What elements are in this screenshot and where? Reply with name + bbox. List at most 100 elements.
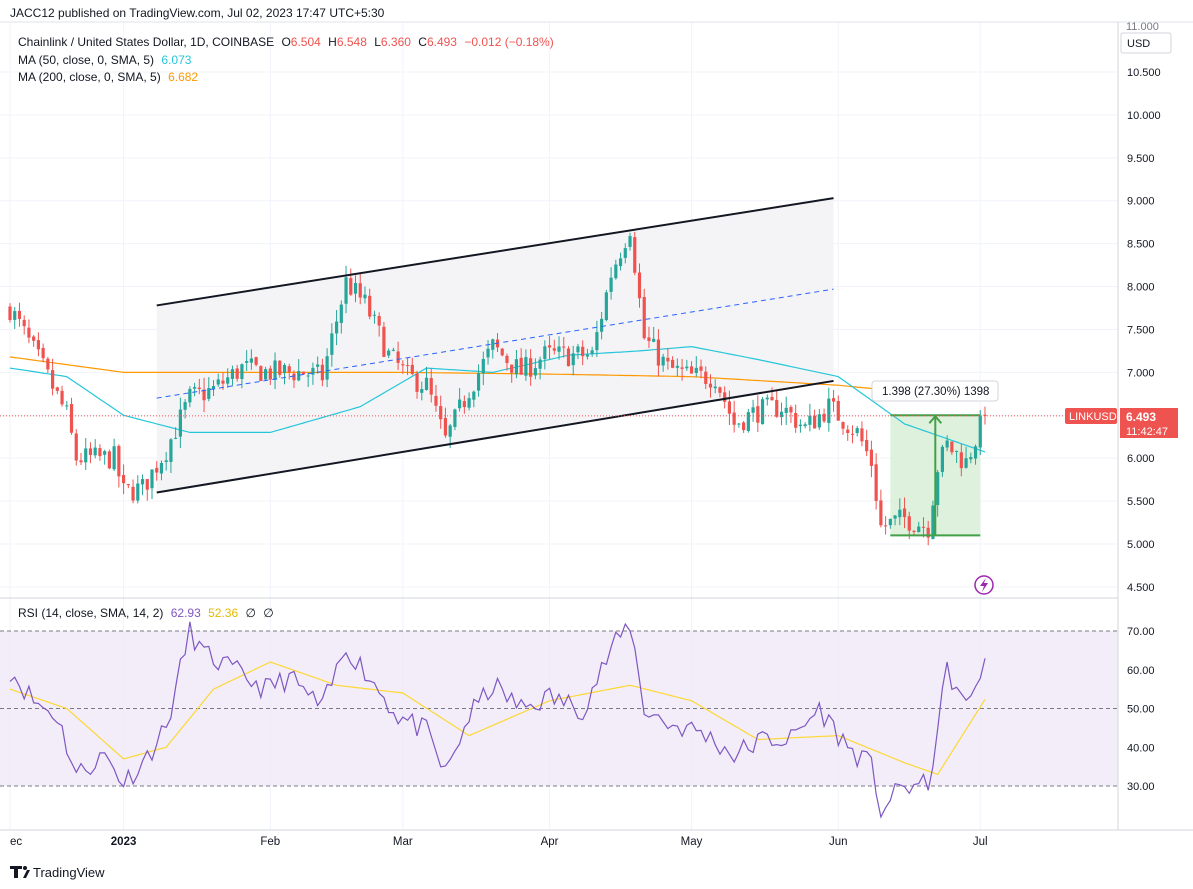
candle [249, 349, 253, 370]
candle [387, 348, 391, 359]
candle [505, 353, 509, 371]
ma50-legend-value: 6.073 [161, 53, 191, 67]
candle [794, 404, 798, 433]
candle [98, 444, 102, 461]
tradingview-icon [10, 866, 22, 878]
candle [590, 346, 594, 357]
candle [666, 348, 670, 370]
candle [618, 252, 623, 271]
rsi-axis[interactable]: 70.00 60.00 50.00 40.00 30.00 [1127, 626, 1155, 793]
candle-body [353, 282, 358, 294]
candle-body [273, 360, 277, 380]
candle-body [107, 451, 111, 469]
channel-fill [156, 198, 834, 493]
candle [434, 384, 438, 412]
candle-body [46, 358, 50, 370]
candle [552, 339, 556, 355]
candle-body [505, 355, 509, 363]
currency-label: USD [1127, 38, 1150, 50]
candle-body [150, 469, 154, 489]
candle [614, 259, 618, 280]
tradingview-logo[interactable]: TradingView [10, 865, 105, 880]
currency-button[interactable]: USD 11.000 [1120, 21, 1172, 54]
candle [850, 425, 855, 444]
price-axis[interactable]: 10.500 10.000 9.500 9.000 8.500 8.000 7.500 7.0… [1127, 67, 1161, 594]
candle-body [543, 346, 547, 360]
candle-body [576, 346, 580, 353]
candle-body [661, 356, 665, 366]
candle [13, 307, 17, 329]
ma50-legend[interactable]: MA (50, close, 0, SMA, 5) 6.073 [18, 53, 192, 67]
candle [689, 361, 694, 374]
candle-body [529, 358, 533, 377]
ma200-legend[interactable]: MA (200, close, 0, SMA, 5) 6.682 [18, 70, 198, 84]
candle-body [202, 389, 206, 401]
candle [467, 392, 471, 411]
candle [93, 439, 97, 459]
candle-body [637, 272, 642, 299]
candle [936, 469, 940, 517]
ohlc-c-value: 6.493 [427, 35, 457, 49]
candle-body [481, 358, 485, 374]
price-tick-label: 7.000 [1127, 367, 1155, 379]
candle [22, 315, 26, 335]
candle [898, 498, 902, 526]
candle [282, 363, 287, 385]
lightning-icon[interactable] [974, 575, 994, 595]
candle-body [254, 357, 258, 365]
candle-body [197, 387, 201, 390]
candle [969, 452, 973, 464]
candle-body [391, 349, 395, 351]
ohlc-o-value: 6.504 [291, 35, 321, 49]
last-symbol-tag: LINKUSD [1069, 411, 1117, 423]
candle-body [121, 475, 126, 484]
candle-body [169, 439, 173, 462]
price-tick-label: 9.500 [1127, 153, 1155, 165]
candle-body [510, 364, 514, 373]
candle-body [69, 403, 74, 433]
candle-body [420, 389, 424, 393]
candle [533, 358, 537, 380]
candle-body [439, 406, 443, 420]
candle-body [60, 390, 64, 405]
channel-middle-line[interactable] [156, 288, 834, 399]
candle-body [472, 391, 476, 400]
rsi-legend-extra2: ∅ [263, 606, 273, 620]
time-tick-label: 2023 [111, 836, 137, 848]
candle-body [448, 425, 452, 437]
candle [382, 322, 386, 358]
candle [254, 356, 258, 367]
candle [770, 387, 774, 401]
price-tick-label: 10.000 [1127, 110, 1161, 122]
candle [510, 364, 514, 383]
svg-text:RSI (14, close, SMA, 14, 2): RSI (14, close, SMA, 14, 2) 62.93 52.36 … [18, 606, 274, 620]
candle-body [524, 357, 528, 376]
candle [240, 363, 244, 389]
candle [846, 425, 850, 441]
candle [55, 386, 59, 395]
candle [680, 358, 684, 381]
candle-body [940, 446, 945, 472]
channel-lower-line[interactable] [156, 379, 834, 494]
candle-body [372, 314, 377, 316]
candle-body [131, 486, 135, 501]
candle-body [727, 401, 732, 414]
candle-body [841, 422, 845, 429]
candle-body [566, 348, 571, 367]
candle-body [628, 236, 632, 247]
candle-body [642, 297, 646, 339]
candle [74, 429, 78, 466]
candle [103, 449, 107, 465]
symbol-legend[interactable]: Chainlink / United States Dollar, 1D, CO… [18, 35, 554, 49]
time-tick-label: Jun [829, 836, 848, 848]
rsi-tick-label: 50.00 [1127, 704, 1155, 716]
candle-body [618, 258, 623, 267]
candle-body [159, 462, 164, 474]
channel-upper-line[interactable] [156, 197, 834, 307]
rsi-legend[interactable]: RSI (14, close, SMA, 14, 2) 62.93 52.36 … [18, 606, 274, 620]
time-axis[interactable]: ec 2023 Feb Mar Apr May Jun Jul [10, 836, 988, 848]
candle-body [533, 368, 537, 376]
candle-body [358, 283, 362, 298]
candle-body [476, 373, 481, 391]
rsi-legend-value: 62.93 [171, 606, 201, 620]
